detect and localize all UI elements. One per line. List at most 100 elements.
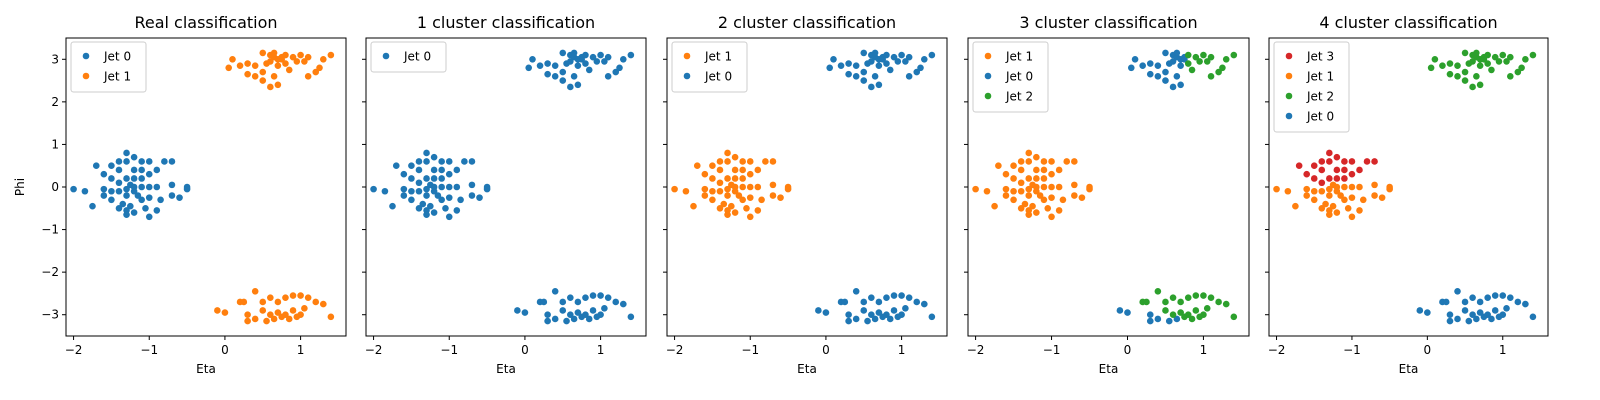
data-point xyxy=(267,58,274,65)
data-point xyxy=(1188,66,1196,74)
data-point xyxy=(319,300,327,308)
y-tick-label: 3 xyxy=(51,52,59,66)
data-point xyxy=(709,196,716,204)
data-point xyxy=(1356,207,1363,214)
data-point xyxy=(1086,185,1093,193)
data-point xyxy=(1514,298,1522,306)
data-point xyxy=(1184,60,1192,67)
data-point xyxy=(1169,294,1177,301)
data-point xyxy=(716,166,724,174)
data-point xyxy=(1491,307,1499,314)
data-point xyxy=(130,187,138,195)
data-point xyxy=(157,196,164,204)
data-point xyxy=(1506,294,1514,301)
data-point xyxy=(1424,309,1431,316)
data-point xyxy=(423,175,430,182)
data-point xyxy=(1146,311,1154,319)
data-point xyxy=(1446,70,1454,78)
data-point xyxy=(153,166,161,174)
data-point xyxy=(627,313,635,321)
data-point xyxy=(1303,192,1311,199)
data-point xyxy=(1071,158,1078,165)
data-point xyxy=(1146,70,1154,78)
series-jet-2 xyxy=(1139,51,1238,323)
x-axis-label: Eta xyxy=(1399,362,1419,376)
legend-marker xyxy=(683,72,691,80)
y-axis-label: Phi xyxy=(13,178,27,196)
data-point xyxy=(1469,83,1476,91)
legend-box xyxy=(671,41,748,93)
data-point xyxy=(1222,300,1230,308)
data-point xyxy=(1021,200,1029,208)
data-point xyxy=(100,192,108,199)
data-point xyxy=(612,298,620,306)
data-point xyxy=(559,68,567,76)
data-point xyxy=(225,64,233,72)
data-point xyxy=(251,73,259,80)
data-point xyxy=(578,55,585,63)
data-point xyxy=(274,81,282,89)
data-point xyxy=(769,158,777,165)
data-point xyxy=(1002,185,1010,193)
data-point xyxy=(570,315,578,323)
data-point xyxy=(1488,315,1495,323)
data-point xyxy=(1480,55,1488,63)
data-point xyxy=(301,58,308,65)
data-point xyxy=(1010,196,1017,204)
data-point xyxy=(301,305,308,312)
data-point xyxy=(1469,58,1476,65)
data-point xyxy=(1333,166,1341,174)
data-point xyxy=(282,294,289,301)
legend-label: Jet 1 xyxy=(1005,50,1033,64)
data-point xyxy=(1326,192,1333,199)
data-point xyxy=(1476,309,1484,316)
data-point xyxy=(1017,179,1025,187)
data-point xyxy=(902,305,909,312)
y-tick-label: 2 xyxy=(51,95,59,109)
data-point xyxy=(130,166,138,174)
data-point xyxy=(423,211,430,218)
data-point xyxy=(701,170,709,178)
data-point xyxy=(716,179,724,187)
data-point xyxy=(267,294,274,301)
data-point xyxy=(514,307,521,314)
data-point xyxy=(285,315,293,323)
data-point xyxy=(145,183,153,191)
data-point xyxy=(1196,313,1203,321)
data-point xyxy=(427,202,434,210)
data-point xyxy=(123,158,130,165)
data-point xyxy=(570,49,578,57)
data-point xyxy=(612,68,620,76)
data-point xyxy=(176,194,183,201)
data-point xyxy=(1326,149,1333,157)
data-point xyxy=(1442,298,1450,306)
x-tick-label: 1 xyxy=(898,343,906,357)
data-point xyxy=(1017,204,1025,212)
data-point xyxy=(1488,66,1495,74)
data-point xyxy=(1341,158,1348,165)
data-point xyxy=(616,64,623,72)
data-point xyxy=(1143,298,1150,306)
data-point xyxy=(285,66,293,74)
data-point xyxy=(709,162,716,170)
data-point xyxy=(168,158,176,165)
data-point xyxy=(920,300,928,308)
data-point xyxy=(1499,292,1507,299)
data-point xyxy=(1165,317,1173,325)
data-point xyxy=(123,192,130,199)
data-point xyxy=(270,49,278,57)
data-point xyxy=(860,298,868,306)
data-point xyxy=(883,51,890,59)
data-point xyxy=(731,175,739,182)
data-point xyxy=(430,166,438,174)
data-point xyxy=(1303,185,1311,193)
data-point xyxy=(1025,149,1033,157)
chart-title: 3 cluster classification xyxy=(1019,13,1197,32)
data-point xyxy=(1033,153,1040,161)
data-point xyxy=(1207,73,1215,80)
data-point xyxy=(570,73,578,80)
data-point xyxy=(928,313,936,321)
data-point xyxy=(716,187,724,195)
data-point xyxy=(841,298,849,306)
data-point xyxy=(453,183,461,191)
